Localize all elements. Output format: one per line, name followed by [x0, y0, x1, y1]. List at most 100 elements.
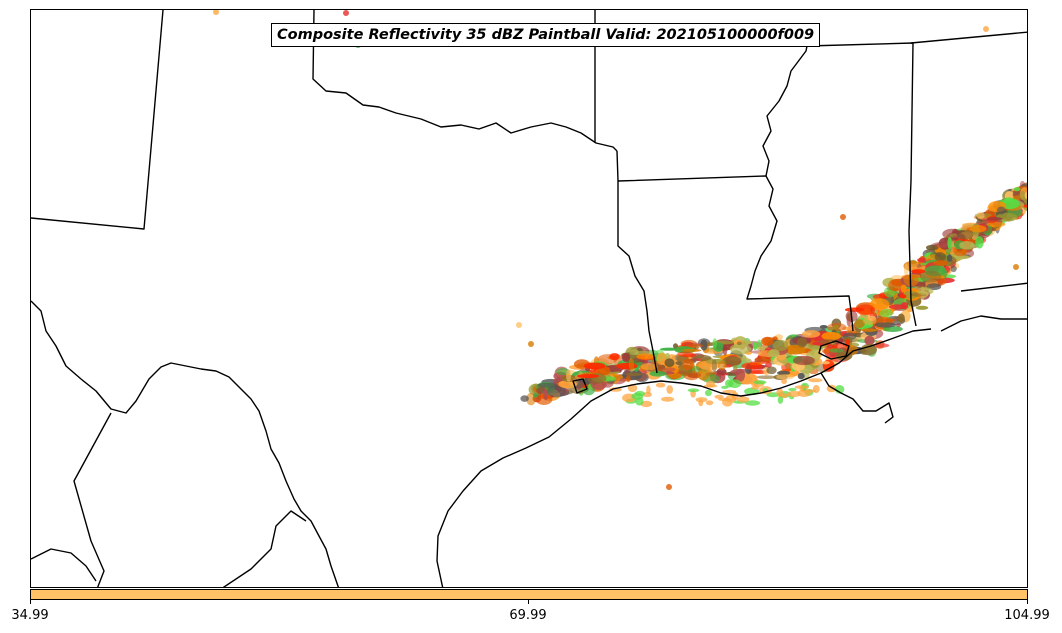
reflectivity-blob [700, 339, 708, 351]
reflectivity-blob [897, 313, 905, 323]
reflectivity-blob [797, 389, 811, 398]
reflectivity-blob [621, 352, 631, 362]
reflectivity-blob [533, 392, 538, 398]
paintball-reflectivity-layer [213, 10, 1027, 490]
reflectivity-blob [566, 369, 572, 382]
mexico-state-border-3 [222, 510, 307, 587]
reflectivity-blob [629, 349, 639, 356]
reflectivity-blob [975, 236, 984, 249]
reflectivity-blob [753, 380, 767, 385]
reflectivity-blob [787, 390, 801, 398]
reflectivity-blob [976, 212, 985, 219]
reflectivity-blob [761, 336, 774, 346]
colorbar-tick-mid [528, 600, 529, 604]
reflectivity-blob [900, 284, 907, 293]
reflectivity-blob [956, 229, 974, 240]
reflectivity-blob [665, 352, 670, 360]
reflectivity-blob [941, 269, 948, 278]
reflectivity-blob [721, 385, 729, 389]
reflectivity-blob [812, 384, 820, 394]
reflectivity-blob [722, 344, 728, 356]
reflectivity-blob [655, 382, 666, 388]
reflectivity-blob [1019, 190, 1026, 201]
florida-panhandle-coast [940, 315, 1027, 332]
state-border-ar-la [616, 150, 767, 182]
reflectivity-blob [919, 270, 942, 283]
reflectivity-blob [950, 265, 957, 273]
reflectivity-blob [616, 362, 638, 370]
reflectivity-blob [675, 361, 685, 366]
reflectivity-blob [829, 348, 844, 353]
reflectivity-blob [916, 287, 934, 295]
reflectivity-blob [888, 279, 903, 292]
state-border-nm-tx [31, 10, 164, 230]
reflectivity-blob [899, 294, 907, 299]
reflectivity-blob [861, 328, 878, 332]
reflectivity-blob [915, 305, 929, 310]
reflectivity-blob [1013, 187, 1021, 192]
reflectivity-blob [983, 26, 989, 32]
reflectivity-blob [535, 394, 553, 405]
colorbar-tick-max [1027, 600, 1028, 604]
reflectivity-blob [818, 339, 838, 345]
reflectivity-blob [904, 263, 909, 277]
reflectivity-blob [546, 385, 567, 398]
reflectivity-blob [722, 356, 742, 367]
reflectivity-blob [797, 337, 808, 348]
reflectivity-blob [903, 274, 919, 287]
reflectivity-blob [768, 349, 780, 358]
reflectivity-blob [712, 338, 718, 349]
reflectivity-blob [724, 364, 733, 368]
reflectivity-blob [756, 375, 777, 380]
reflectivity-blob [997, 206, 1006, 215]
reflectivity-blob [744, 400, 761, 406]
reflectivity-blob [802, 330, 821, 338]
mexico-state-border-2 [31, 548, 97, 582]
state-border-al-ga [910, 31, 1027, 44]
reflectivity-blob [860, 343, 877, 356]
reflectivity-blob [706, 380, 716, 388]
reflectivity-blob [969, 225, 987, 233]
colorbar-tick-min [30, 600, 31, 604]
reflectivity-blob [716, 368, 727, 376]
reflectivity-blob [776, 388, 784, 397]
reflectivity-blob [649, 371, 667, 377]
reflectivity-blob [933, 260, 949, 266]
lake-pontchartrain [818, 340, 850, 360]
reflectivity-blob [687, 343, 704, 348]
reflectivity-blob [827, 323, 847, 332]
reflectivity-blob [705, 400, 714, 406]
reflectivity-blob [697, 358, 702, 362]
reflectivity-blob [751, 385, 760, 390]
reflectivity-blob [697, 369, 710, 381]
state-border-ms-al [908, 230, 917, 327]
reflectivity-blob [625, 372, 643, 376]
reflectivity-blob [666, 484, 672, 490]
reflectivity-blob [558, 380, 577, 389]
reflectivity-blob [736, 341, 743, 346]
reflectivity-blob [661, 396, 675, 402]
reflectivity-blob [687, 388, 700, 393]
reflectivity-blob [840, 214, 846, 220]
louisiana-delta [820, 372, 894, 424]
reflectivity-blob [959, 241, 975, 250]
reflectivity-blob [1013, 264, 1019, 270]
reflectivity-blob [855, 304, 876, 316]
reflectivity-blob [784, 344, 806, 355]
reflectivity-blob [717, 360, 727, 371]
reflectivity-blob [729, 343, 752, 355]
reflectivity-blob [911, 269, 926, 274]
rio-grande-upper [31, 300, 340, 587]
reflectivity-blob [666, 385, 673, 394]
reflectivity-blob [677, 351, 695, 357]
reflectivity-blob [821, 331, 841, 341]
reflectivity-blob [946, 254, 953, 262]
reflectivity-blob [725, 379, 734, 388]
reflectivity-blob [735, 368, 746, 382]
mexico-state-border-1 [73, 412, 112, 587]
reflectivity-blob [862, 316, 877, 325]
state-border-ok-panhandle [312, 10, 618, 152]
reflectivity-blob [794, 385, 809, 390]
reflectivity-blob [808, 378, 823, 383]
reflectivity-blob [636, 353, 655, 360]
